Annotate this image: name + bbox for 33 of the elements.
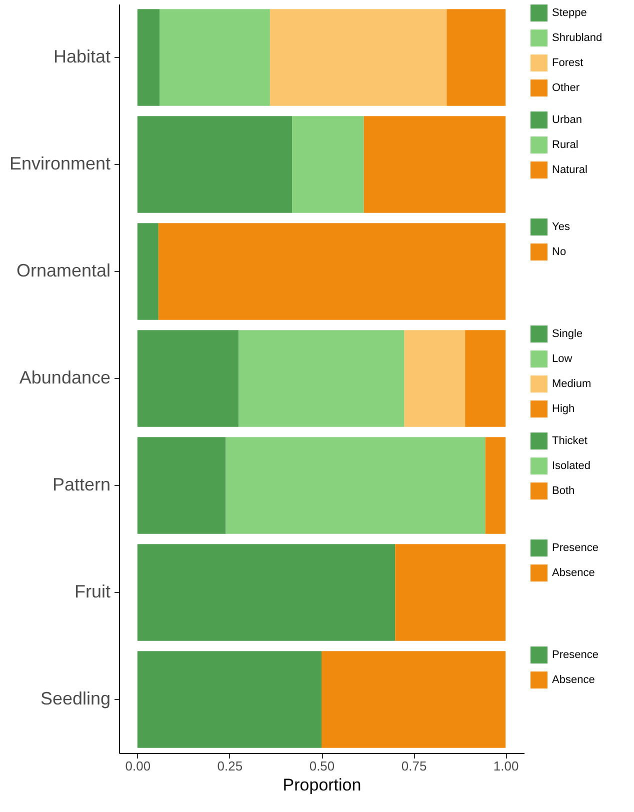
legend-label: Medium — [552, 378, 592, 390]
x-tick-label: 0.00 — [125, 758, 151, 774]
legend-label: Both — [552, 485, 575, 497]
legend-label: Rural — [552, 139, 578, 151]
legend-label: Absence — [552, 674, 595, 686]
legend-label: Urban — [552, 114, 582, 126]
legend-label: Presence — [552, 542, 598, 554]
y-tick-label: Habitat — [53, 46, 110, 66]
legend-label: Single — [552, 328, 583, 340]
legend-label: Steppe — [552, 7, 587, 19]
legend-label: Yes — [552, 221, 570, 233]
legend-label: Natural — [552, 164, 588, 176]
legend-label: Other — [552, 82, 580, 94]
y-tick-label: Pattern — [52, 474, 110, 494]
x-tick-label: 0.50 — [309, 758, 335, 774]
y-tick-label: Fruit — [74, 582, 110, 602]
x-tick-label: 0.25 — [217, 758, 243, 774]
y-tick-label: Abundance — [19, 368, 110, 388]
x-tick-label: 0.75 — [401, 758, 427, 774]
y-tick-label: Seedling — [40, 688, 110, 708]
legend-label: Low — [552, 353, 572, 365]
x-axis-title: Proportion — [282, 776, 362, 794]
legend-label: Isolated — [552, 460, 591, 472]
y-tick-label: Ornamental — [16, 260, 110, 280]
legend-label: High — [552, 403, 575, 415]
x-tick-label: 1.00 — [493, 758, 519, 774]
y-tick-label: Environment — [9, 154, 110, 174]
legend-label: Forest — [552, 57, 584, 69]
legend-label: Shrubland — [552, 32, 602, 44]
legend-label: Absence — [552, 567, 595, 579]
legend-label: No — [552, 246, 566, 258]
legend-label: Presence — [552, 649, 598, 661]
legend-label: Thicket — [552, 435, 588, 447]
